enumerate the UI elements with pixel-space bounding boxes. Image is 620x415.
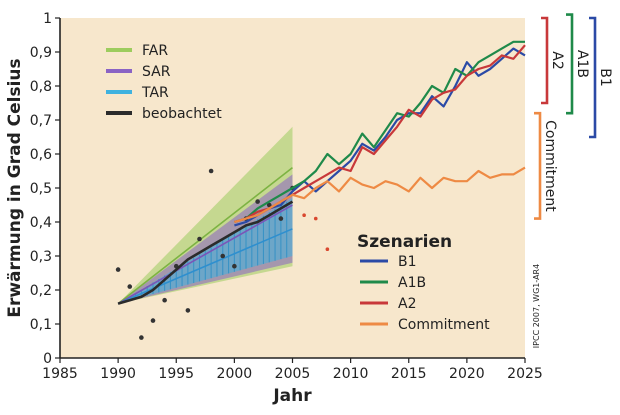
bracket-commitment <box>534 111 542 220</box>
y-tick-label: 0,5 <box>30 181 52 197</box>
x-tick-label: 1985 <box>42 366 78 382</box>
series-line-a1b <box>234 40 525 224</box>
range-band-sar <box>118 174 293 304</box>
y-tick-label: 0,1 <box>30 317 52 333</box>
observed-point <box>278 216 284 221</box>
y-axis-title: Erwärmung in Grad Celsius <box>5 58 25 317</box>
observed-point <box>197 236 202 242</box>
legend-label-sar: SAR <box>142 64 171 80</box>
observed-point <box>313 216 318 221</box>
observed-point <box>150 318 156 323</box>
observed-point <box>185 308 191 313</box>
y-tick-label: 0,2 <box>30 283 52 299</box>
source-credit: IPCC 2007, WG1-AR4 <box>532 264 541 348</box>
observed-point <box>127 284 133 289</box>
observed-point <box>115 267 121 272</box>
observed-point <box>255 199 260 204</box>
series-line-b1 <box>234 47 526 227</box>
y-tick-label: 0,3 <box>30 249 52 265</box>
x-tick-label: 1995 <box>158 366 194 382</box>
y-tick-label: 0,8 <box>30 79 52 95</box>
y-tick-label: 0,9 <box>30 45 52 61</box>
scenario-legend-title: Szenarien <box>357 232 452 252</box>
observed-point <box>220 253 226 259</box>
bracket-label-a2: A2 <box>549 51 565 69</box>
bracket-b1 <box>589 16 597 139</box>
observed-point <box>208 168 214 174</box>
bracket-label-b1: B1 <box>597 68 613 87</box>
x-tick-label: 2005 <box>275 366 311 382</box>
central-line-far <box>117 166 293 305</box>
x-axis-title: Jahr <box>272 386 312 406</box>
bracket-a1b <box>566 13 574 115</box>
x-tick-label: 2000 <box>217 366 253 382</box>
y-tick-label: 1 <box>43 11 52 27</box>
legend-label-a1b: A1B <box>398 275 426 291</box>
observed-point <box>302 213 306 217</box>
bracket-a2 <box>541 16 549 105</box>
bracket-label-commitment: Commitment <box>542 120 558 212</box>
x-tick-label: 2010 <box>333 366 369 382</box>
y-tick-label: 0,7 <box>30 113 52 129</box>
observed-point <box>232 263 237 269</box>
x-tick-label: 2020 <box>449 366 485 382</box>
y-tick-label: 0 <box>43 351 52 367</box>
legend-label-far: FAR <box>142 43 168 59</box>
legend-label-beobachtet: beobachtet <box>142 106 222 122</box>
y-tick-label: 0,4 <box>30 215 52 231</box>
observed-point <box>325 247 330 251</box>
legend-label-tar: TAR <box>141 85 169 101</box>
legend-label-b1: B1 <box>398 254 417 270</box>
central-line-tar <box>117 228 293 305</box>
bracket-label-a1b: A1B <box>574 50 590 78</box>
observed-point <box>139 335 144 340</box>
legend-label-commitment: Commitment <box>398 317 490 333</box>
series-line-commitment <box>234 166 526 224</box>
x-tick-label: 2015 <box>391 366 427 382</box>
observed-smooth-line <box>117 200 294 305</box>
y-tick-label: 0,6 <box>30 147 52 163</box>
x-tick-label: 1990 <box>100 366 136 382</box>
x-tick-label: 2025 <box>507 366 543 382</box>
observed-point <box>162 297 167 303</box>
central-line-sar <box>117 204 293 305</box>
observed-point <box>266 202 272 208</box>
legend-label-a2: A2 <box>398 296 416 312</box>
